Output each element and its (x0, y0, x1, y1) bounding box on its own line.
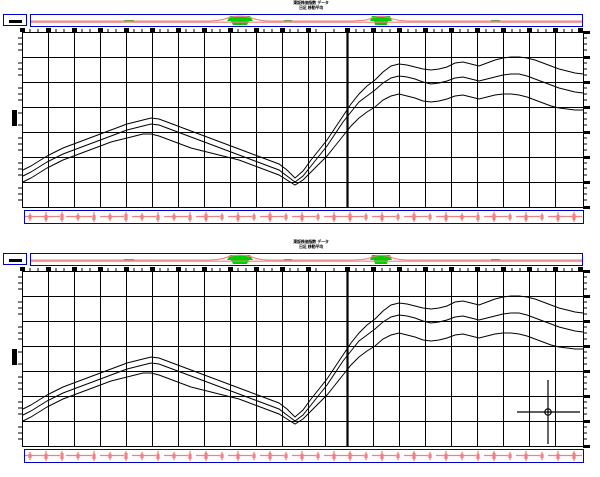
candle-strip-group (25, 212, 582, 222)
price-line-upper (22, 56, 584, 179)
chart-subtitle: 日足 移動平均 (299, 244, 323, 249)
price-line-upper (22, 295, 584, 418)
axis-major-ticks-right (583, 270, 590, 448)
axis-ticks-top (29, 29, 573, 32)
axis-major-ticks-top (20, 267, 583, 271)
price-line-middle (22, 312, 584, 422)
chart-grid (22, 271, 584, 447)
axis-major-ticks-right (583, 31, 590, 209)
axis-ticks-left (18, 37, 22, 201)
axis-ticks-left (18, 276, 22, 440)
legend-line-swatch (9, 259, 22, 262)
legend-swatch-box[interactable] (3, 14, 27, 26)
y-axis-value-marker (12, 349, 17, 365)
legend-line-swatch (9, 20, 22, 23)
axis-ticks-right (583, 37, 587, 201)
indicator-line (31, 15, 582, 22)
chart-title: 東証株価指数 データ (293, 239, 329, 244)
y-axis-value-marker (12, 110, 17, 126)
price-line-lower (22, 332, 583, 425)
chart-panel-top[interactable]: 東証株価指数 データ 日足 移動平均 (0, 0, 600, 238)
axis-ticks-right (583, 276, 587, 440)
price-line-middle (22, 73, 584, 183)
legend-swatch-box[interactable] (3, 253, 27, 265)
candle-strip-group (25, 451, 582, 461)
chart-title: 東証株価指数 データ (293, 0, 329, 5)
chart-canvas-bottom[interactable] (0, 239, 600, 477)
indicator-line (31, 254, 582, 261)
price-line-lower (22, 93, 583, 186)
axis-major-ticks-top (20, 28, 583, 32)
chart-subtitle: 日足 移動平均 (299, 5, 323, 10)
crosshair-cursor[interactable] (517, 380, 580, 444)
chart-canvas-top[interactable] (0, 0, 600, 238)
axis-ticks-top (29, 268, 573, 271)
chart-grid (22, 32, 584, 208)
chart-panel-bottom[interactable]: 東証株価指数 データ 日足 移動平均 (0, 239, 600, 477)
